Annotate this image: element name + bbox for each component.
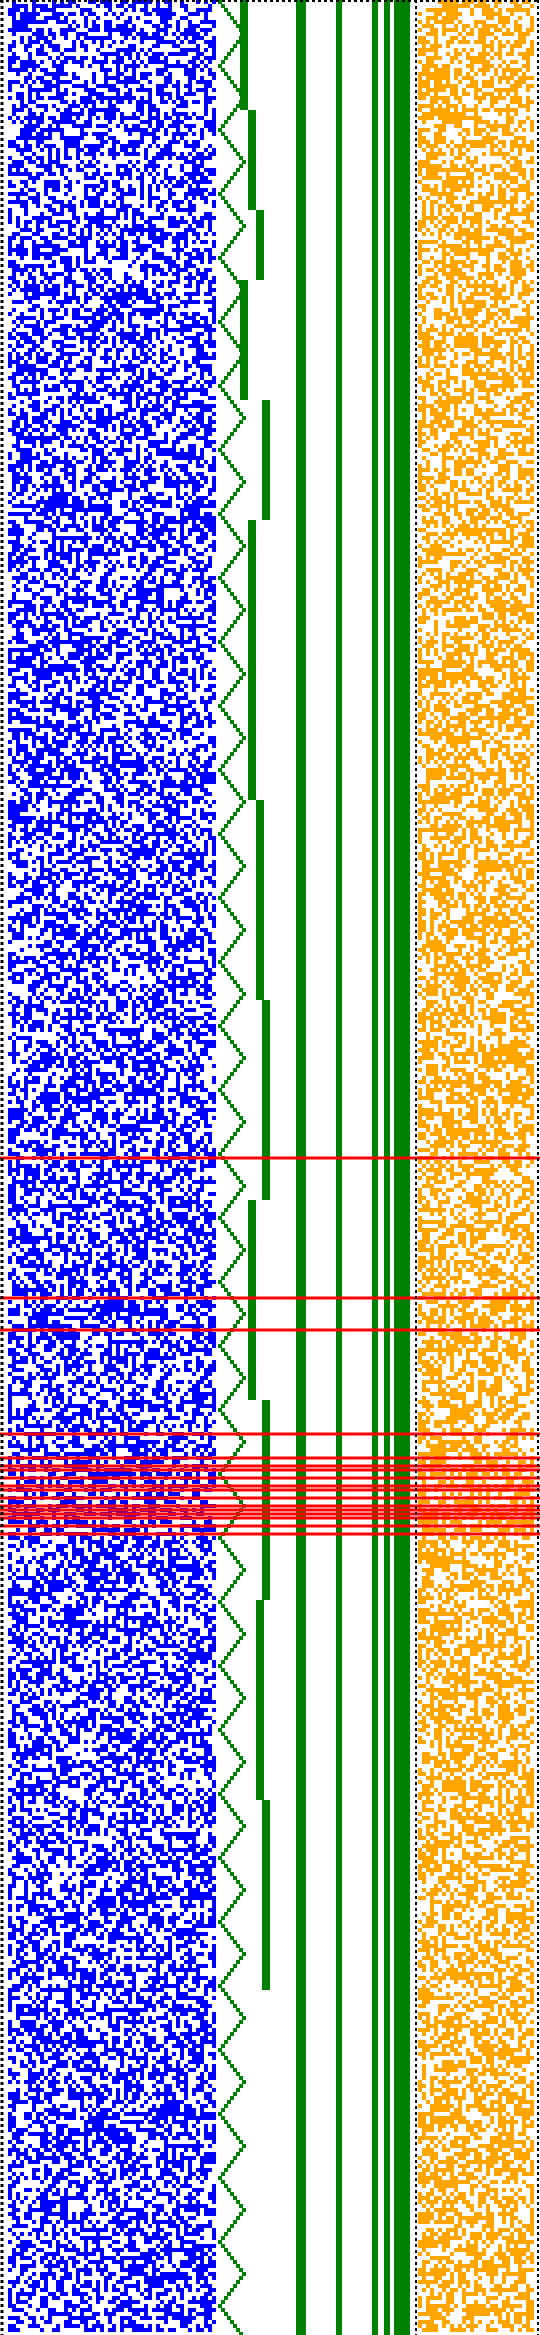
staircase-column-6 xyxy=(256,800,264,1000)
marker-line-7 xyxy=(0,1476,540,1480)
staircase-column-9 xyxy=(262,1400,270,1600)
marker-line-12 xyxy=(0,1508,540,1512)
green-vertical-bars xyxy=(296,0,410,2335)
staircase-column-10 xyxy=(256,1600,264,1800)
staircase-column-0 xyxy=(240,0,248,110)
persistent-bar-0 xyxy=(296,0,306,2335)
red-marker-lines xyxy=(0,1156,540,1536)
staircase-column-7 xyxy=(262,1000,270,1200)
persistent-bar-3 xyxy=(384,0,390,2335)
marker-line-10 xyxy=(0,1496,540,1500)
marker-line-14 xyxy=(0,1516,540,1520)
marker-line-13 xyxy=(0,1512,540,1516)
staircase-column-4 xyxy=(262,400,270,520)
marker-line-15 xyxy=(0,1524,540,1528)
marker-line-9 xyxy=(0,1488,540,1492)
persistent-bar-2 xyxy=(372,0,378,2335)
staircase-steps xyxy=(218,0,246,2335)
marker-line-2 xyxy=(0,1328,540,1332)
staircase-column-11 xyxy=(262,1800,270,1990)
left-block-cells xyxy=(8,0,216,2332)
staircase-column-3 xyxy=(240,280,248,400)
marker-line-0 xyxy=(0,1156,540,1160)
persistent-bar-5 xyxy=(404,0,410,2335)
persistent-bar-1 xyxy=(336,0,342,2335)
marker-line-5 xyxy=(0,1464,540,1468)
marker-line-4 xyxy=(0,1456,540,1460)
persistent-bar-4 xyxy=(394,0,404,2335)
marker-line-1 xyxy=(0,1296,540,1300)
right-noise-block xyxy=(418,0,534,2332)
staircase-column-1 xyxy=(248,110,256,210)
marker-line-8 xyxy=(0,1484,540,1488)
marker-line-3 xyxy=(0,1432,540,1436)
marker-line-6 xyxy=(0,1468,540,1472)
left-noise-block xyxy=(8,0,216,2332)
green-staircase xyxy=(218,0,270,2335)
staircase-column-5 xyxy=(248,520,256,800)
right-block-cells xyxy=(418,0,534,2332)
staircase-column-2 xyxy=(256,210,264,280)
marker-line-11 xyxy=(0,1504,540,1508)
marker-line-16 xyxy=(0,1532,540,1536)
staircase-column-8 xyxy=(248,1200,256,1400)
